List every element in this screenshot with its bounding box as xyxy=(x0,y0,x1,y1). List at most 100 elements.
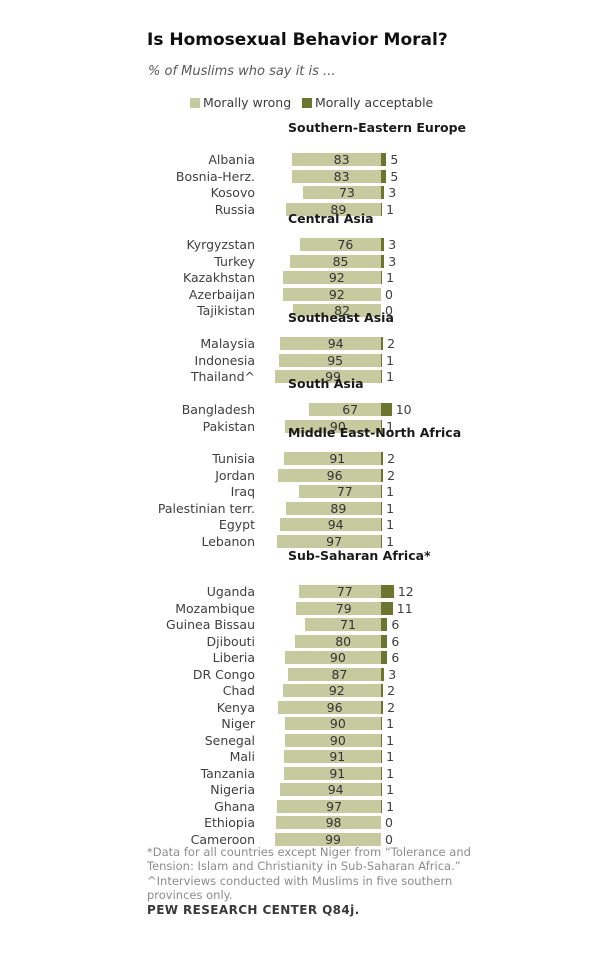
country-row: Bosnia-Herz. 83 5 xyxy=(140,168,470,187)
bar-morally-acceptable xyxy=(381,651,388,664)
bar-morally-acceptable xyxy=(381,766,383,780)
bar-morally-acceptable xyxy=(381,534,383,548)
country-label: Tajikistan xyxy=(197,303,255,318)
bar-group: 90 6 xyxy=(255,651,470,664)
bar-morally-wrong xyxy=(278,700,381,714)
value-morally-acceptable: 1 xyxy=(386,484,395,499)
bar-morally-wrong xyxy=(275,832,381,846)
country-row: Tanzania 91 1 xyxy=(140,765,470,784)
value-morally-acceptable: 2 xyxy=(387,467,396,483)
value-morally-acceptable: 2 xyxy=(387,451,396,466)
country-row: Turkey 85 3 xyxy=(140,253,470,272)
country-label: Kazakhstan xyxy=(182,270,255,285)
bar-morally-wrong xyxy=(309,403,381,416)
footnote-line-asterisk: *Data for all countries except Niger fro… xyxy=(147,845,471,874)
bar-morally-wrong xyxy=(290,254,381,268)
bar-group: 77 12 xyxy=(255,585,470,598)
country-label: Indonesia xyxy=(194,352,255,368)
country-label: Cameroon xyxy=(190,831,255,847)
value-morally-acceptable: 1 xyxy=(386,798,395,814)
country-label: Djibouti xyxy=(206,633,255,649)
country-label: Mozambique xyxy=(175,600,255,616)
footnote: *Data for all countries except Niger fro… xyxy=(147,845,499,902)
legend-label-morally-wrong: Morally wrong xyxy=(203,95,292,110)
bar-group: 80 6 xyxy=(255,634,470,648)
bar-morally-acceptable xyxy=(381,452,384,465)
bar-group: 76 3 xyxy=(255,238,470,251)
bar-group: 92 1 xyxy=(255,271,470,284)
country-label: Albania xyxy=(208,152,255,167)
value-morally-wrong: 91 xyxy=(329,749,346,764)
country-label: Iraq xyxy=(230,484,255,499)
bar-morally-acceptable xyxy=(381,353,383,367)
stacked-bar-chart: Southern-Eastern Europe Albania 83 5 Bosnia-… xyxy=(140,0,470,850)
region-header: South Asia xyxy=(288,376,364,391)
value-morally-acceptable: 3 xyxy=(388,237,397,252)
value-morally-acceptable: 12 xyxy=(397,584,414,599)
bar-group: 90 1 xyxy=(255,419,470,433)
bar-group: 95 1 xyxy=(255,352,470,368)
value-morally-wrong: 77 xyxy=(336,484,353,499)
bar-morally-acceptable xyxy=(381,618,388,631)
value-morally-wrong: 96 xyxy=(326,699,343,715)
bar-morally-wrong xyxy=(278,468,381,482)
value-morally-wrong: 94 xyxy=(327,782,344,797)
bar-morally-acceptable xyxy=(381,186,385,199)
bar-morally-acceptable xyxy=(381,202,383,216)
country-row: Thailand^ 99 1 xyxy=(140,370,470,387)
region-rows: Malaysia 94 2 Indonesia 95 1 Thailand^ 99 1 xyxy=(140,337,470,387)
value-morally-wrong: 96 xyxy=(326,467,343,483)
value-morally-wrong: 85 xyxy=(332,253,349,269)
bar-morally-acceptable xyxy=(381,518,383,531)
bar-morally-wrong xyxy=(279,353,381,367)
bar-morally-wrong xyxy=(277,799,381,813)
country-label: Bangladesh xyxy=(181,402,255,417)
bar-morally-acceptable xyxy=(381,153,387,166)
country-row: Tunisia 91 2 xyxy=(140,452,470,469)
value-morally-wrong: 97 xyxy=(326,533,343,549)
value-morally-acceptable: 6 xyxy=(391,650,400,665)
region-section: Sub-Saharan Africa* Uganda 77 12 Mozambique 7… xyxy=(140,549,470,849)
value-morally-wrong: 94 xyxy=(327,517,344,532)
footnote-line-caret: ^Interviews conducted with Muslims in fi… xyxy=(147,873,453,902)
value-morally-acceptable: 10 xyxy=(395,402,412,417)
country-row: Pakistan 90 1 xyxy=(140,418,470,437)
value-morally-acceptable: 2 xyxy=(387,699,396,715)
bar-morally-acceptable xyxy=(381,634,388,648)
country-label: Liberia xyxy=(212,650,255,665)
bar-morally-wrong xyxy=(282,271,381,284)
value-morally-acceptable: 0 xyxy=(385,831,393,847)
value-morally-wrong: 83 xyxy=(333,168,350,184)
bar-morally-acceptable xyxy=(381,419,383,433)
bar-group: 97 1 xyxy=(255,798,470,814)
bar-morally-wrong xyxy=(277,534,381,548)
country-row: Lebanon 97 1 xyxy=(140,533,470,552)
bar-morally-acceptable xyxy=(381,585,394,598)
country-row: Mozambique 79 11 xyxy=(140,600,470,619)
bar-morally-wrong xyxy=(283,750,381,763)
bar-morally-wrong xyxy=(292,153,381,166)
bar-morally-wrong xyxy=(284,733,381,747)
value-morally-acceptable: 1 xyxy=(386,765,395,781)
country-row: Azerbaijan 92 0 xyxy=(140,287,470,305)
value-morally-acceptable: 2 xyxy=(387,683,396,698)
country-row: Iraq 77 1 xyxy=(140,485,470,502)
value-morally-wrong: 67 xyxy=(342,402,359,417)
region-section: South Asia Bangladesh 67 10 Pakistan 90 1 xyxy=(140,377,470,436)
value-morally-wrong: 71 xyxy=(340,617,356,632)
bar-group: 89 1 xyxy=(255,500,470,516)
bar-morally-acceptable xyxy=(381,254,385,268)
value-morally-wrong: 95 xyxy=(327,352,344,368)
value-morally-wrong: 99 xyxy=(325,831,341,847)
bar-group: 99 1 xyxy=(255,370,470,383)
bar-morally-acceptable xyxy=(381,271,383,284)
country-label: Pakistan xyxy=(202,418,255,434)
bar-morally-acceptable xyxy=(381,501,383,515)
bar-morally-acceptable xyxy=(381,601,393,615)
bar-morally-wrong xyxy=(280,518,381,531)
country-row: Djibouti 80 6 xyxy=(140,633,470,652)
value-morally-wrong: 89 xyxy=(330,500,347,516)
bar-group: 94 2 xyxy=(255,337,470,350)
bar-morally-acceptable xyxy=(381,700,384,714)
bar-group: 83 5 xyxy=(255,168,470,184)
